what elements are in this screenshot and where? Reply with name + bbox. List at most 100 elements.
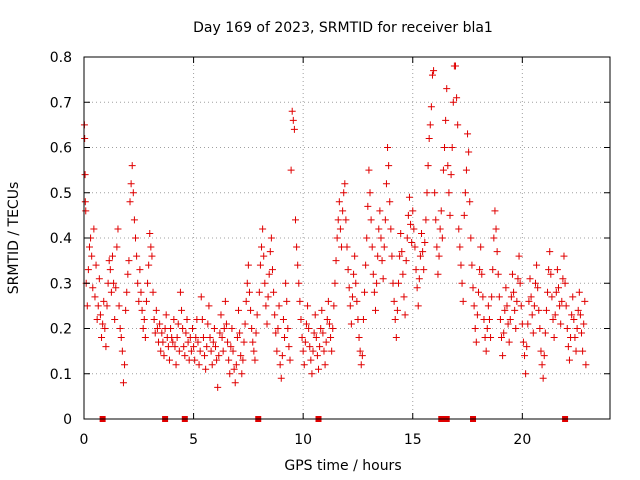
data-point [545,266,553,274]
data-point [85,243,93,251]
data-point [573,325,581,332]
data-point [344,266,352,274]
data-point [350,270,358,278]
data-point [288,107,296,115]
data-point [355,334,363,342]
data-point [526,275,534,283]
data-point [147,243,155,251]
data-point [241,320,249,328]
data-point [505,338,513,346]
data-point [489,266,497,274]
data-point [236,329,244,337]
data-point [427,103,435,111]
data-point [245,288,253,296]
data-point [444,162,452,170]
data-point [400,293,408,301]
data-point [107,288,115,296]
data-point [465,148,473,156]
data-point [289,116,297,124]
data-point [478,270,486,278]
data-point [112,284,120,292]
data-point [282,279,290,287]
data-point [196,347,204,355]
data-point [378,257,386,265]
data-point [105,257,113,265]
data-point [343,243,351,251]
data-point [181,352,189,360]
data-point [213,356,221,364]
data-point [319,329,327,337]
data-point [92,261,100,269]
data-point [230,365,238,373]
data-point [576,311,584,319]
data-point [542,306,550,314]
data-point [259,225,267,233]
data-point [320,347,328,355]
data-point [242,297,250,305]
data-point [381,216,389,224]
data-point [439,166,447,174]
data-point [102,343,110,351]
data-point [317,325,325,332]
data-point [194,338,202,346]
data-point [214,383,222,391]
data-point [307,356,315,364]
data-point [340,189,348,197]
data-point [430,67,438,75]
data-point [296,297,304,305]
data-point [401,311,409,319]
x-tick-label: 10 [294,432,312,448]
data-point [115,302,123,310]
data-point [117,334,125,342]
data-point [152,306,160,314]
data-point [445,189,453,197]
data-point [231,379,239,387]
data-point [419,248,427,256]
data-point [377,234,385,242]
data-point [204,320,212,328]
data-point [382,180,390,188]
data-point [476,266,484,274]
y-tick-labels: 0 0.1 0.2 0.3 0.4 0.5 0.6 0.7 0.8 [50,50,72,428]
data-point [341,180,349,188]
data-point [368,243,376,251]
data-point [175,347,183,355]
data-point [91,293,99,301]
data-point [374,252,382,260]
data-point [454,121,462,129]
data-point [397,229,405,237]
data-point [301,338,309,346]
data-point [581,297,589,305]
data-point [218,334,226,342]
data-point [496,315,504,323]
data-point [119,379,127,387]
data-point [170,315,178,323]
data-point [488,293,496,301]
data-point [127,180,135,188]
data-point [232,361,240,369]
data-point [357,361,365,369]
data-point [552,288,560,296]
data-point [248,325,256,332]
data-point [151,329,159,337]
data-point [342,216,350,224]
data-point [556,302,564,310]
data-point [226,370,234,378]
data-point [493,248,501,256]
data-point [332,257,340,265]
data-point [192,334,200,342]
data-point [149,288,157,296]
data-point [238,370,246,378]
data-point [99,320,107,328]
data-point [266,248,274,256]
data-point [285,343,293,351]
data-point [126,198,134,206]
data-point [484,302,492,310]
data-point [137,288,145,296]
data-point [364,202,372,210]
data-point [424,162,432,170]
data-point [164,343,172,351]
data-point [130,216,138,224]
data-point [385,162,393,170]
